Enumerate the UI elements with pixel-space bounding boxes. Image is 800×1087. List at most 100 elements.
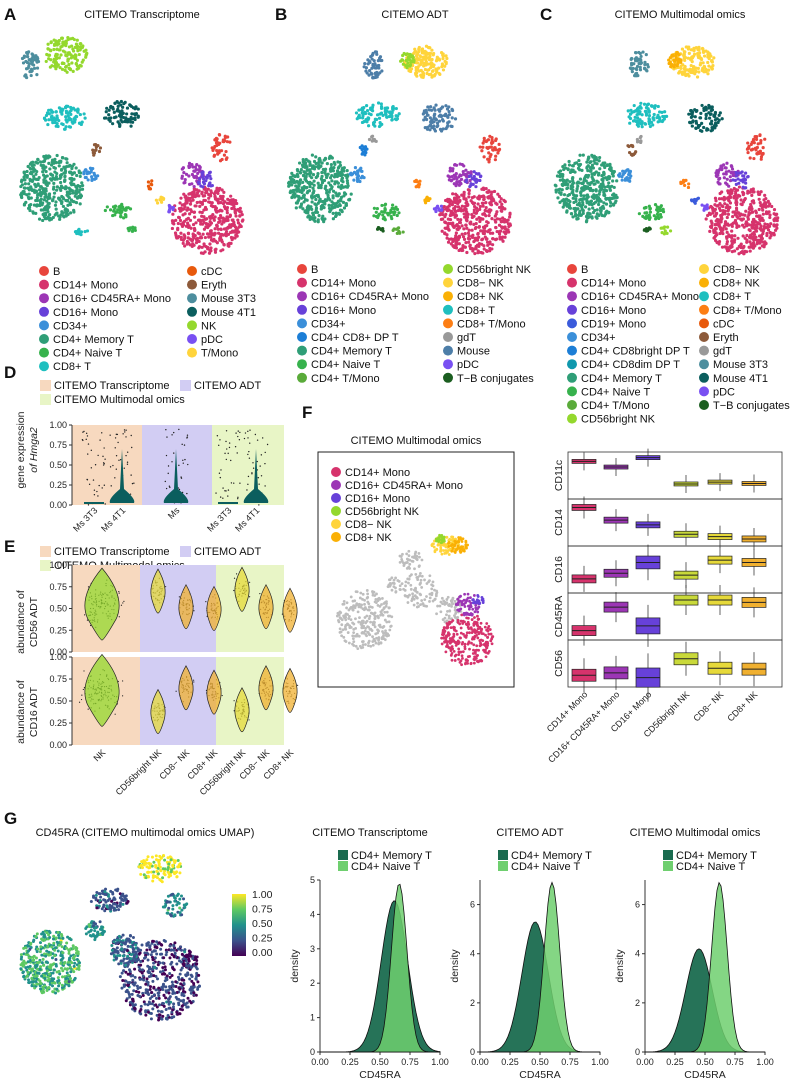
umap-point (360, 147, 364, 152)
panel-d-jitter (114, 437, 117, 439)
umap-point (42, 116, 47, 121)
umap-point (147, 186, 151, 190)
umap-point (726, 209, 730, 213)
umap-point (173, 231, 178, 235)
umap-point (568, 200, 572, 204)
umap-point (725, 223, 729, 227)
panel-d-jitter (123, 467, 125, 469)
umap-point (64, 186, 68, 190)
umap-point (597, 202, 601, 207)
umap-point (301, 180, 305, 184)
umap-point (310, 196, 314, 200)
umap-point (466, 202, 470, 207)
umap-point (215, 148, 219, 153)
panel-d-jitter (239, 431, 241, 434)
umap-point (611, 179, 615, 183)
umap-point (25, 193, 29, 197)
legend-label: pDC (201, 334, 223, 346)
umap-point (467, 234, 471, 238)
umap-point (83, 229, 87, 234)
umap-point (21, 61, 26, 65)
umap-point (54, 200, 58, 204)
umap-point (221, 220, 225, 224)
umap-point (655, 116, 659, 120)
umap-point (450, 108, 455, 113)
umap-point (491, 237, 495, 241)
umap-point (483, 226, 487, 230)
umap-point (60, 201, 64, 206)
umap-point (236, 218, 240, 222)
umap-point (454, 234, 458, 238)
umap-point (754, 209, 758, 213)
umap-point (209, 246, 213, 250)
umap-point (125, 112, 129, 116)
umap-point (212, 154, 216, 158)
panel-d-jitter (86, 479, 89, 481)
umap-point (370, 66, 374, 70)
umap-point (98, 146, 103, 150)
umap-point (658, 212, 663, 217)
umap-point (78, 184, 82, 189)
umap-point (745, 240, 749, 244)
umap-point (188, 212, 192, 216)
umap-point (50, 173, 55, 177)
umap-point (457, 175, 461, 179)
umap-point (55, 185, 60, 189)
umap-point (378, 120, 382, 125)
umap-point (443, 221, 448, 225)
umap-point (598, 184, 602, 188)
umap-point (22, 186, 26, 190)
legend-label: CD56bright NK (457, 264, 532, 276)
panel-d-jitter (256, 460, 258, 463)
umap-point (24, 73, 28, 77)
umap-point (192, 210, 197, 214)
legend-dot (297, 277, 307, 288)
legend-label: B (311, 264, 318, 276)
umap-point (311, 191, 315, 195)
umap-point (51, 160, 55, 164)
umap-point (69, 53, 73, 57)
panel-e-jitter (118, 592, 120, 594)
umap-point (181, 207, 185, 211)
umap-point (714, 231, 718, 235)
umap-point (757, 207, 761, 212)
umap-point (409, 60, 413, 64)
umap-point (363, 153, 367, 157)
panel-e-jitter (233, 577, 236, 579)
panel-letter-e: E (4, 537, 15, 556)
umap-point (89, 170, 93, 174)
umap-point (39, 185, 43, 189)
umap-point (46, 47, 50, 51)
umap-point (333, 162, 337, 166)
umap-c-plot (553, 45, 780, 256)
umap-point (744, 171, 748, 175)
umap-point (67, 66, 71, 71)
umap-point (602, 201, 606, 205)
umap-point (375, 75, 379, 79)
umap-point (154, 198, 158, 202)
umap-point (289, 190, 293, 194)
umap-point (427, 198, 431, 203)
umap-point (696, 48, 700, 52)
umap-point (452, 213, 456, 217)
umap-point (394, 118, 399, 122)
umap-point (702, 125, 706, 130)
umap-point (501, 216, 505, 220)
umap-point (562, 198, 566, 202)
umap-point (29, 185, 33, 189)
legend-dot (187, 320, 197, 331)
umap-point (493, 146, 497, 150)
umap-point (197, 181, 201, 185)
panel-d-jitter (220, 469, 222, 471)
umap-point (222, 233, 227, 237)
umap-point (702, 54, 707, 58)
umap-point (476, 172, 480, 176)
umap-point (307, 181, 311, 185)
umap-point (395, 213, 399, 218)
umap-point (313, 165, 317, 169)
legend-label: Mouse 3T3 (713, 359, 768, 371)
umap-point (195, 162, 199, 167)
umap-point (51, 198, 55, 202)
umap-point (621, 172, 625, 176)
